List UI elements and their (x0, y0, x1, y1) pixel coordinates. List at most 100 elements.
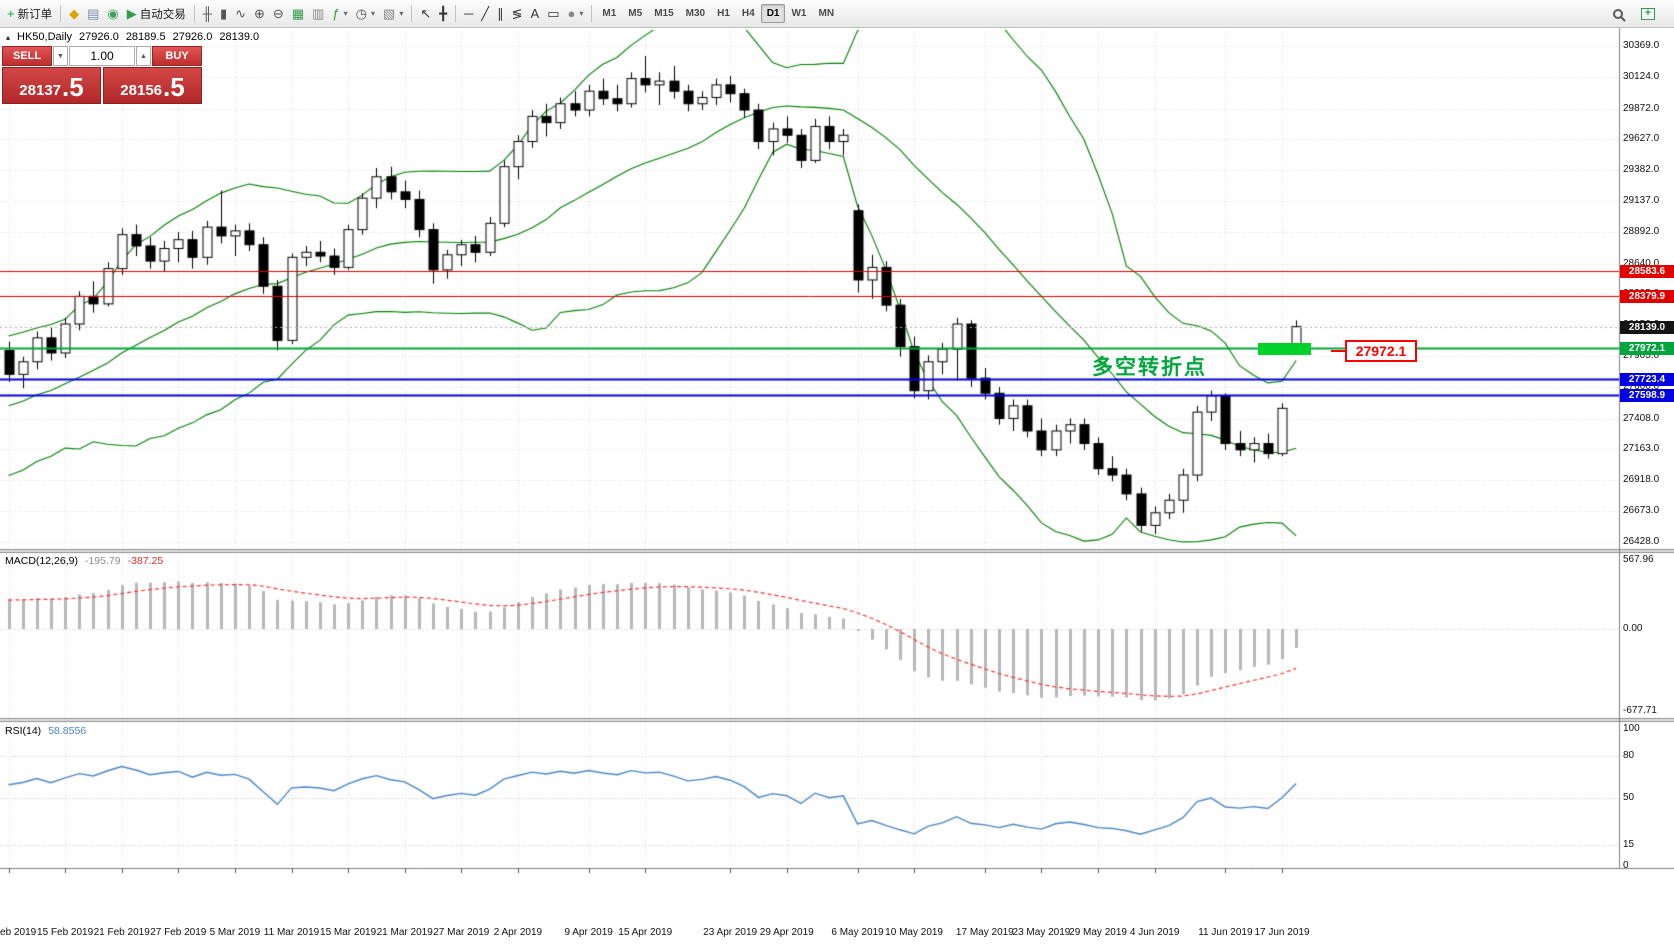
sell-price-box[interactable]: 28137.5 (2, 67, 101, 104)
auto-trading-button-label: 自动交易 (139, 8, 186, 21)
date-axis-label: 10 May 2019 (885, 927, 944, 938)
chevron-down-icon: ▾ (579, 9, 584, 18)
low-value: 27926.0 (172, 31, 213, 43)
macd-label: MACD(12,26,9) -195.79 -387.25 (5, 555, 163, 567)
horizontal-line-icon: ─ (464, 6, 474, 21)
cursor-button[interactable]: ↖ (416, 3, 435, 25)
text-button[interactable]: A (527, 3, 544, 25)
date-axis-label: 23 Apr 2019 (703, 927, 758, 938)
rsi-scale-label: 80 (1623, 750, 1635, 761)
price-level-badge: 28379.9 (1620, 290, 1674, 303)
sell-price-dec: .5 (62, 72, 84, 103)
chart-title: ▴ HK50,Daily 27926.0 28189.5 27926.0 281… (6, 31, 259, 43)
timeframe-button-h1[interactable]: H1 (717, 8, 730, 19)
tile-windows-icon: ▦ (291, 6, 305, 21)
macd-scale-label: 0.00 (1623, 623, 1643, 634)
timeframe-button-m5[interactable]: M5 (628, 8, 643, 19)
macd-main-value: -195.79 (84, 555, 121, 567)
tile-windows-button[interactable]: ▦ (288, 3, 308, 25)
fibonacci-button[interactable]: ≶ (508, 3, 527, 25)
rsi-scale-label: 15 (1623, 839, 1635, 850)
volume-increase-button[interactable]: ▲ (136, 46, 151, 66)
date-axis-label: 27 Feb 2019 (150, 927, 207, 938)
rsi-value: 58.8556 (48, 725, 87, 737)
price-scale-label: 29627.0 (1623, 133, 1660, 144)
trendline-button[interactable]: ╱ (477, 3, 493, 25)
periods-button[interactable]: ◷ ▾ (352, 3, 379, 25)
chevron-down-icon: ▾ (371, 9, 376, 18)
print-button[interactable]: ▤ (83, 3, 103, 25)
timeframe-button-m15[interactable]: M15 (654, 8, 674, 19)
deposit-button[interactable]: ◆ (65, 3, 83, 25)
symbol-period-label: HK50,Daily (17, 31, 73, 43)
bar-chart-button[interactable]: ╫ (199, 3, 216, 25)
line-chart-button[interactable]: ∿ (231, 3, 250, 25)
gold-icon: ◆ (69, 6, 80, 21)
volume-decrease-button[interactable]: ▼ (53, 46, 68, 66)
open-value: 27926.0 (79, 31, 119, 43)
timeframe-button-w1[interactable]: W1 (791, 8, 807, 19)
cascade-windows-button[interactable]: ▥ (308, 3, 328, 25)
close-value: 28139.0 (219, 31, 260, 43)
buy-button[interactable]: BUY (152, 46, 202, 66)
date-axis-label: 5 Mar 2019 (209, 927, 261, 938)
buy-price-box[interactable]: 28156.5 (103, 67, 202, 104)
search-icon (1613, 8, 1623, 19)
new-order-button-label: 新订单 (17, 8, 53, 21)
toolbar-separator (60, 5, 62, 22)
turning-point-annotation[interactable]: 多空转折点 (1092, 356, 1207, 379)
price-level-badge: 27972.1 (1620, 342, 1674, 355)
toolbar-separator (591, 5, 593, 22)
date-axis-label: 15 Feb 2019 (37, 927, 94, 938)
horizontal-line-button[interactable]: ─ (460, 3, 477, 25)
indicators-button[interactable]: ƒ ▾ (328, 3, 351, 25)
auto-trading-button[interactable]: ▶ 自动交易 (123, 3, 190, 25)
line-chart-icon: ∿ (235, 6, 247, 21)
community-button[interactable]: ◉ (103, 3, 122, 25)
buy-price-dec: .5 (163, 72, 185, 103)
candlestick-chart-button[interactable]: ▮ (216, 3, 231, 25)
channel-button[interactable]: ∥ (493, 3, 508, 25)
chart-canvas[interactable] (0, 28, 1674, 952)
crosshair-button[interactable]: ╋ (435, 3, 451, 25)
price-scale-label: 29872.0 (1623, 103, 1660, 114)
timeframe-button-m1[interactable]: M1 (602, 8, 617, 19)
label-button[interactable]: ▭ (543, 3, 563, 25)
new-chart-icon: + (1641, 7, 1655, 20)
price-level-badge: 27598.9 (1620, 389, 1674, 402)
date-axis-label: 17 May 2019 (955, 927, 1014, 938)
rsi-scale-label: 100 (1623, 723, 1640, 734)
current-price-badge: 28139.0 (1620, 321, 1674, 334)
one-click-row-controls: SELL ▼ 1.00 ▲ BUY (2, 46, 202, 66)
price-level-badge: 28583.6 (1620, 265, 1674, 278)
indicators-icon: ƒ (332, 6, 340, 21)
price-callout-label[interactable]: 27972.1 (1345, 340, 1417, 362)
zoom-in-button[interactable]: ⊕ (250, 3, 269, 25)
new-order-button[interactable]: + 新订单 (3, 3, 56, 25)
label-icon: ▭ (547, 6, 560, 21)
timeframe-button-h4[interactable]: H4 (741, 8, 755, 19)
price-scale-label: 29382.0 (1623, 164, 1660, 175)
green-highlight-bar[interactable] (1258, 343, 1311, 355)
chart-area: ▴ HK50,Daily 27926.0 28189.5 27926.0 281… (0, 28, 1674, 952)
macd-scale-label: -677.71 (1623, 705, 1657, 716)
date-axis-label: 11 Jun 2019 (1198, 927, 1253, 938)
sell-button[interactable]: SELL (2, 46, 52, 66)
shapes-button[interactable]: ● ▾ (564, 3, 588, 25)
toolbar-separator (411, 5, 413, 22)
macd-name: MACD(12,26,9) (5, 555, 78, 567)
date-axis-label: 4 Jun 2019 (1129, 927, 1180, 938)
price-scale-label: 30369.0 (1623, 40, 1660, 51)
zoom-out-button[interactable]: ⊖ (269, 3, 288, 25)
volume-input[interactable]: 1.00 (69, 46, 135, 66)
timeframe-button-d1[interactable]: D1 (760, 4, 786, 23)
community-icon: ◉ (107, 6, 119, 21)
templates-button[interactable]: ▧ ▾ (379, 3, 407, 25)
price-scale-label: 27905.0 (1623, 350, 1660, 361)
search-button[interactable] (1609, 3, 1627, 25)
play-icon: ▶ (126, 6, 137, 21)
price-scale-label: 27660.0 (1623, 381, 1660, 392)
timeframe-button-mn[interactable]: MN (818, 8, 835, 19)
timeframe-button-m30[interactable]: M30 (685, 8, 706, 19)
new-chart-button[interactable]: + (1637, 3, 1659, 25)
